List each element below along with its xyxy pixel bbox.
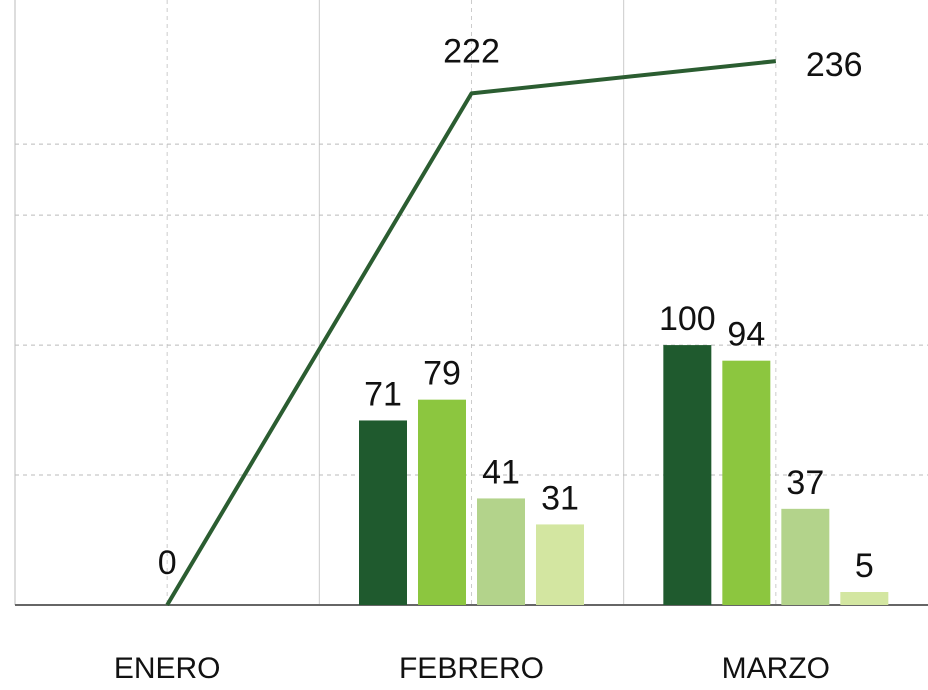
bar	[663, 345, 712, 605]
value-label: 100	[659, 300, 716, 338]
bar	[722, 360, 771, 605]
bar	[781, 508, 830, 605]
bar	[418, 399, 466, 605]
x-tick-label: MARZO	[722, 652, 830, 685]
bar	[359, 420, 407, 605]
value-label: 79	[423, 355, 461, 393]
value-label: 41	[482, 453, 520, 491]
bar	[477, 498, 525, 605]
line	[165, 59, 777, 607]
value-label: 94	[727, 316, 765, 354]
bar	[840, 592, 889, 605]
bar	[536, 524, 584, 605]
value-label: 71	[364, 375, 402, 413]
value-label: 31	[541, 479, 579, 517]
x-tick-label: ENERO	[114, 652, 221, 685]
x-tick-label: FEBRERO	[399, 652, 544, 685]
line-value-label: 236	[806, 46, 863, 84]
value-label: 5	[855, 547, 874, 585]
line-value-label: 0	[158, 544, 177, 582]
value-label: 37	[786, 464, 824, 502]
line-value-label: 222	[443, 32, 500, 70]
